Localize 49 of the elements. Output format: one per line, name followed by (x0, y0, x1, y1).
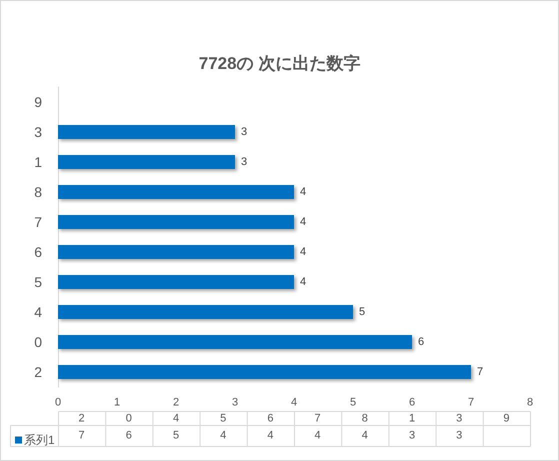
x-tick-label: 7 (468, 396, 474, 408)
y-tick-label: 1 (34, 154, 42, 170)
category-label: 8 (362, 412, 368, 424)
y-tick-label: 2 (34, 364, 42, 380)
category-label: 0 (126, 412, 132, 424)
category-label: 5 (172, 430, 180, 442)
data-label: 4 (300, 246, 306, 258)
data-label: 4 (300, 276, 306, 288)
category-label: 4 (362, 430, 368, 442)
category-label: 6 (126, 430, 132, 442)
x-tick-label: 0 (54, 396, 62, 408)
y-tick-label: 8 (34, 184, 42, 200)
category-label: 7 (314, 412, 321, 424)
x-tick-label: 2 (172, 396, 180, 408)
y-tick-label: 3 (34, 124, 42, 140)
x-tick-label: 5 (350, 396, 356, 408)
category-label: 4 (172, 412, 180, 424)
data-label: 4 (300, 186, 306, 198)
x-tick-label: 4 (290, 396, 298, 408)
x-tick-label: 6 (408, 396, 416, 408)
y-tick-label: 6 (34, 244, 42, 260)
data-label: 6 (418, 336, 424, 348)
data-label: 3 (241, 156, 248, 168)
category-label: 7 (78, 430, 85, 442)
data-label: 4 (300, 216, 306, 228)
chart-title: 7728の 次に出た数字 (198, 54, 360, 73)
category-label: 6 (267, 412, 274, 424)
category-label: 1 (408, 412, 416, 424)
category-label: 3 (456, 430, 462, 442)
category-label: 3 (456, 412, 462, 424)
data-label: 7 (477, 366, 484, 378)
y-tick-label: 9 (34, 94, 42, 110)
legend-label: 系列1 (24, 433, 55, 447)
data-label: 5 (359, 306, 366, 318)
category-label: 4 (267, 430, 274, 442)
category-label: 3 (408, 430, 416, 442)
y-tick-label: 4 (34, 304, 42, 320)
category-label: 2 (78, 412, 85, 424)
category-label: 4 (314, 430, 321, 442)
category-label: 5 (220, 412, 226, 424)
x-tick-label: 3 (232, 396, 238, 408)
x-tick-label: 8 (526, 396, 534, 408)
y-tick-label: 5 (34, 274, 42, 290)
category-label: 9 (503, 412, 510, 424)
y-tick-label: 7 (34, 214, 42, 230)
category-label: 4 (220, 430, 226, 442)
x-tick-label: 1 (114, 396, 120, 408)
y-tick-label: 0 (34, 334, 42, 350)
data-label: 3 (241, 126, 248, 138)
